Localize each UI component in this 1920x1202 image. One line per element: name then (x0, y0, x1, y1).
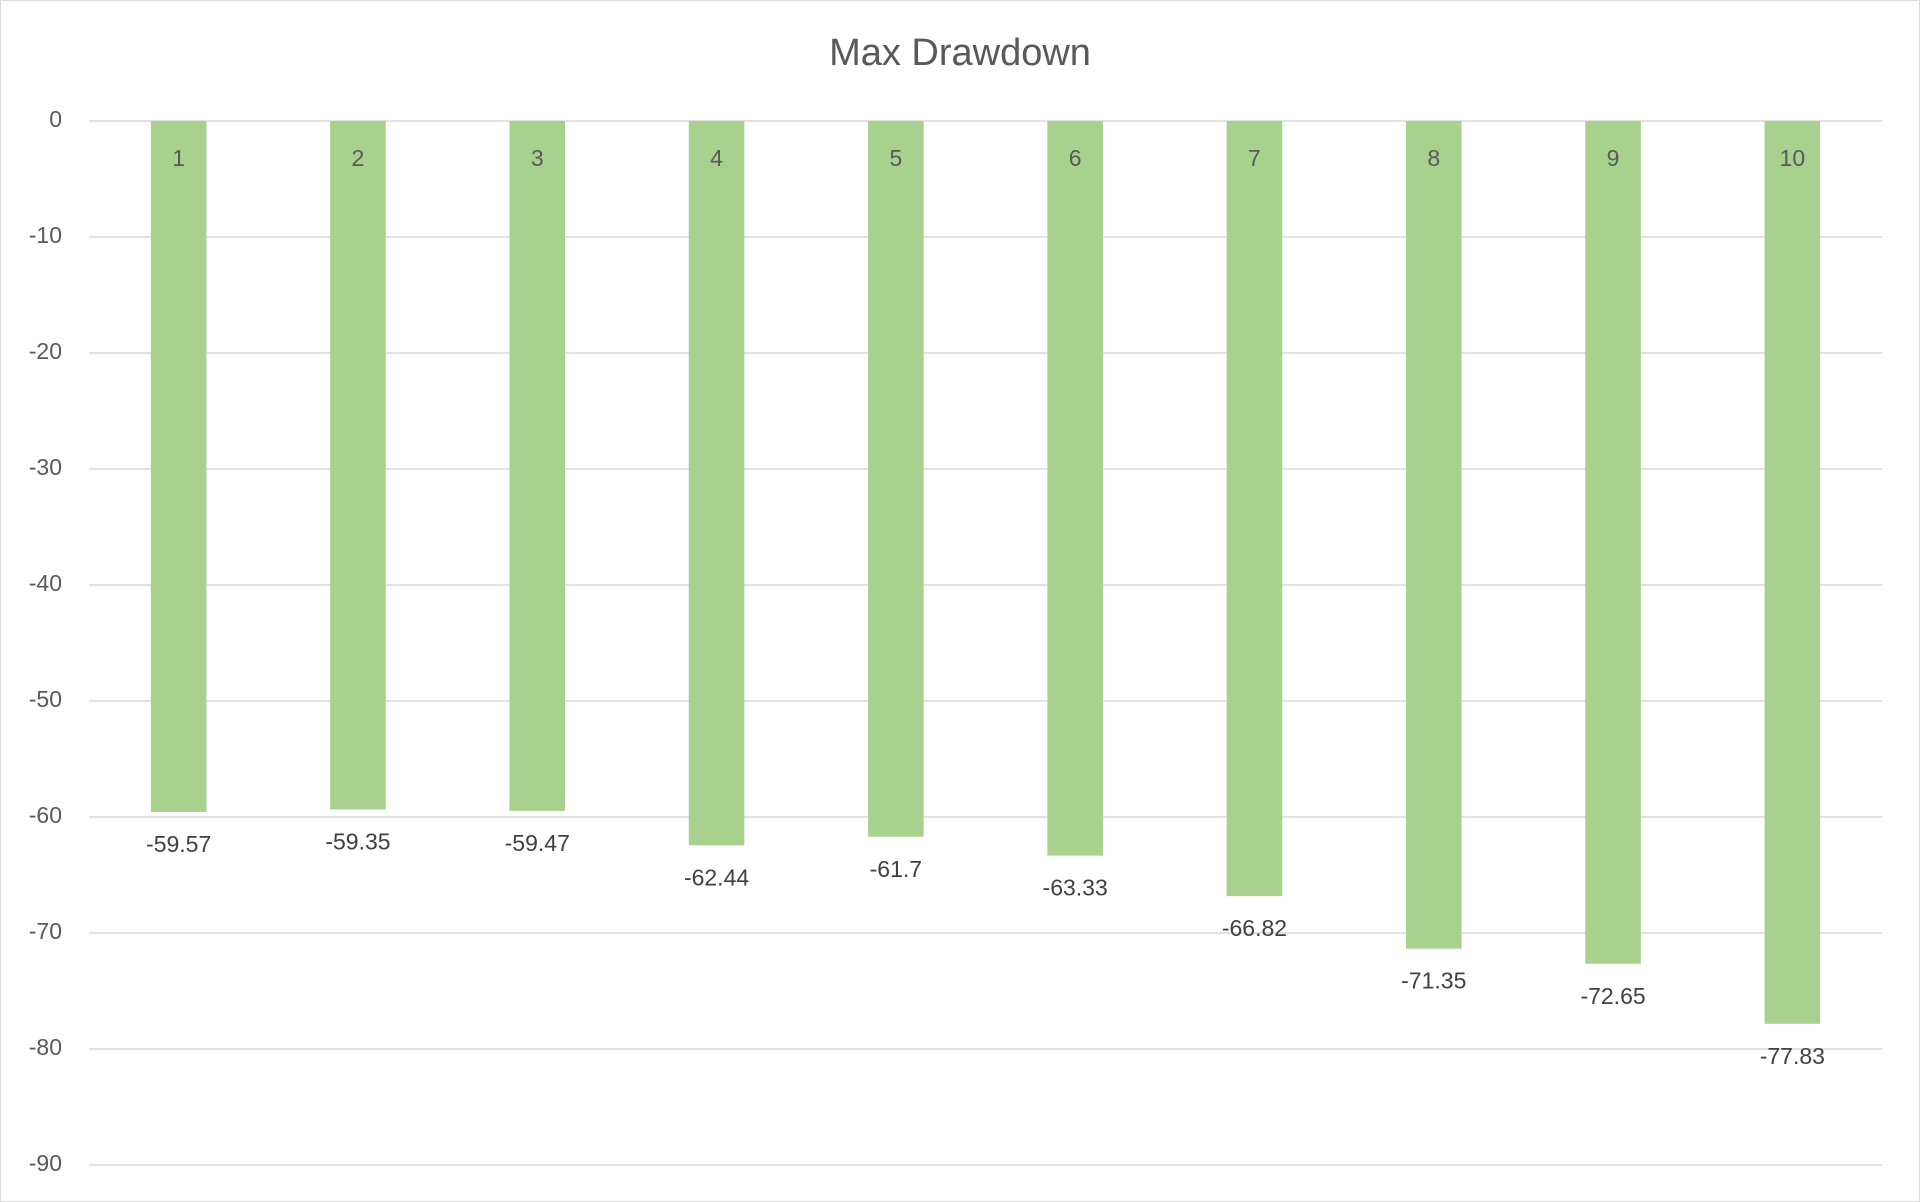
bar (330, 121, 386, 810)
bar (1405, 121, 1462, 949)
bar (868, 121, 924, 837)
chart-title: Max Drawdown (829, 32, 1091, 74)
bar (688, 121, 745, 846)
value-label: -59.57 (146, 831, 211, 857)
x-tick-label: 8 (1427, 145, 1440, 171)
bar (509, 121, 566, 811)
x-tick-label: 1 (172, 145, 185, 171)
x-tick-label: 2 (352, 145, 365, 171)
x-tick-label: 3 (531, 145, 544, 171)
x-tick-label: 9 (1607, 145, 1620, 171)
value-label: -63.33 (1043, 875, 1108, 901)
x-tick-label: 6 (1069, 145, 1082, 171)
y-tick-label: -60 (29, 802, 62, 828)
value-label: -61.7 (870, 856, 922, 882)
bar (1585, 121, 1641, 964)
x-tick-label: 5 (889, 145, 902, 171)
y-tick-label: -40 (29, 570, 62, 596)
value-label: -66.82 (1222, 915, 1287, 941)
value-label: -71.35 (1401, 968, 1466, 994)
y-tick-label: -10 (29, 222, 62, 248)
x-tick-label: 7 (1248, 145, 1261, 171)
bar (150, 121, 207, 813)
bar (1226, 121, 1283, 897)
y-tick-label: -30 (29, 454, 62, 480)
value-label: -72.65 (1580, 983, 1645, 1009)
value-label: -77.83 (1760, 1043, 1825, 1069)
y-tick-label: -80 (29, 1034, 62, 1060)
value-label: -59.47 (505, 830, 570, 856)
y-tick-label: -70 (29, 918, 62, 944)
y-tick-label: -90 (29, 1150, 62, 1176)
value-label: -62.44 (684, 864, 749, 890)
x-tick-label: 10 (1780, 145, 1806, 171)
y-tick-label: 0 (49, 106, 62, 132)
bar (1764, 121, 1821, 1024)
value-label: -59.35 (325, 829, 390, 855)
bar (1047, 121, 1103, 856)
x-tick-label: 4 (710, 145, 723, 171)
y-tick-label: -50 (29, 686, 62, 712)
y-tick-label: -20 (29, 338, 62, 364)
